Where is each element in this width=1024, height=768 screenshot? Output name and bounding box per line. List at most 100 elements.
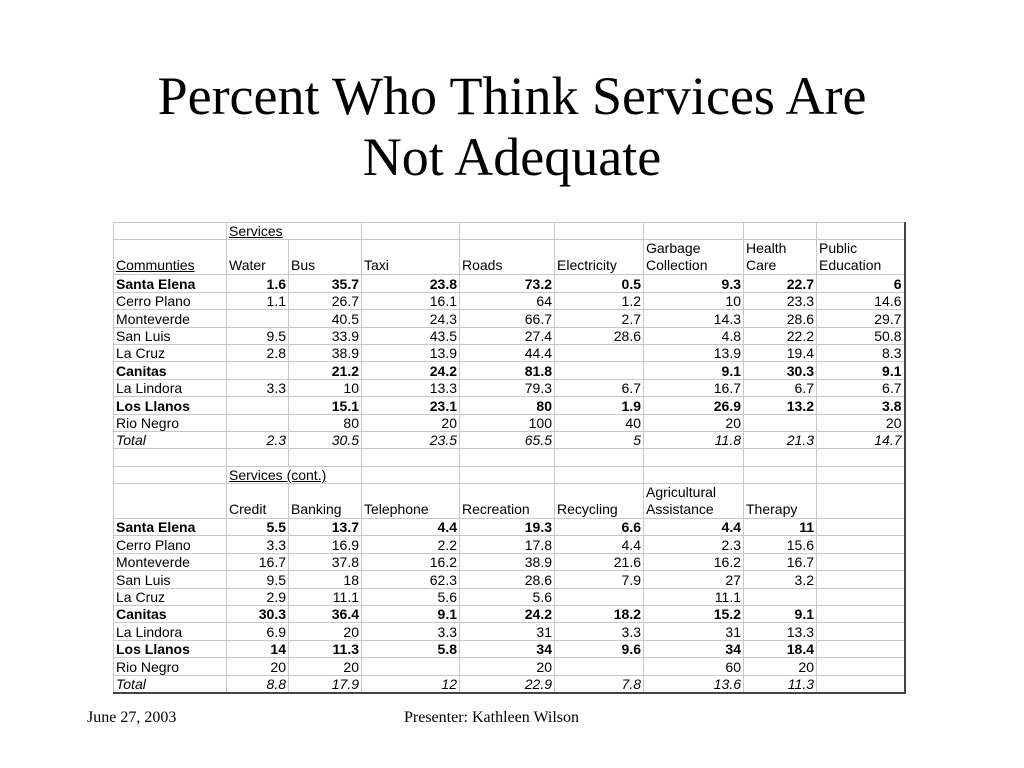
value-cell: 16.1 (361, 291, 460, 311)
value-cell: 22.7 (743, 274, 817, 293)
community-row: Cerro Plano 1.1 26.7 16.1 64 1.2 10 23.3 14.6 (113, 291, 905, 311)
community-name: La Cruz (113, 343, 227, 363)
slide-title: Percent Who Think Services Are Not Adequ… (0, 66, 1024, 188)
value-cell: 18.2 (554, 605, 644, 624)
community-row: Los Llanos 15.1 23.1 80 1.9 26.9 13.2 3.8 (113, 396, 905, 415)
value-cell: 1.6 (226, 274, 289, 293)
value-cell: 14 (226, 639, 289, 659)
value-cell: 24.3 (361, 309, 460, 328)
value-cell: 2.7 (554, 309, 644, 328)
value-cell: 13.9 (361, 343, 460, 363)
value-cell: 23.3 (743, 291, 817, 311)
value-cell: 37.8 (288, 552, 362, 572)
community-row: Rio Negro 20 20 20 60 20 (113, 657, 905, 676)
community-row: Santa Elena 1.6 35.7 23.8 73.2 0.5 9.3 22.7 6 (113, 274, 905, 293)
total-row: Total 2.3 30.5 23.5 65.5 5 11.8 21.3 14.7 (113, 430, 905, 450)
column-header: Therapy (743, 483, 817, 520)
value-cell (226, 396, 289, 415)
value-cell: 18 (288, 570, 362, 589)
column-header-text: Banking (291, 501, 342, 518)
community-name: Canitas (113, 361, 227, 380)
value-cell: 38.9 (288, 343, 362, 363)
community-name: Monteverde (113, 552, 227, 572)
value-cell: 13.6 (643, 674, 744, 694)
value-cell: 24.2 (459, 605, 555, 624)
value-cell (816, 518, 905, 537)
value-cell: 81.8 (459, 361, 555, 380)
value-cell: 4.8 (643, 326, 744, 345)
value-cell: 16.2 (361, 552, 460, 572)
value-cell: 17.9 (288, 674, 362, 694)
value-cell: 1.1 (226, 291, 289, 311)
value-cell: 40.5 (288, 309, 362, 328)
value-cell: 3.3 (361, 622, 460, 641)
community-name: Santa Elena (113, 518, 227, 537)
community-row: Santa Elena 5.5 13.7 4.4 19.3 6.6 4.4 11 (113, 518, 905, 537)
empty-cell (226, 448, 289, 467)
value-cell: 79.3 (459, 378, 555, 398)
value-cell: 20 (226, 657, 289, 676)
value-cell: 17.8 (459, 535, 555, 554)
value-cell: 35.7 (288, 274, 362, 293)
value-cell: 20 (288, 622, 362, 641)
value-cell (554, 587, 644, 607)
group-label-row: Services (cont.) (113, 465, 905, 485)
value-cell: 64 (459, 291, 555, 311)
column-header: Water (226, 239, 289, 276)
group-label: Services (226, 221, 362, 241)
value-cell: 21.6 (554, 552, 644, 572)
empty-cell (361, 465, 460, 485)
column-header-text: Recycling (557, 501, 618, 518)
value-cell: 13.3 (743, 622, 817, 641)
value-cell: 9.1 (816, 361, 905, 380)
value-cell: 18.4 (743, 639, 817, 659)
value-cell: 5.5 (226, 518, 289, 537)
value-cell (816, 639, 905, 659)
row-header-label: Communties (113, 239, 227, 276)
value-cell (554, 657, 644, 676)
empty-cell (459, 448, 555, 467)
value-cell: 3.2 (743, 570, 817, 589)
value-cell: 23.8 (361, 274, 460, 293)
column-header: Roads (459, 239, 555, 276)
value-cell: 66.7 (459, 309, 555, 328)
value-cell (816, 657, 905, 676)
value-cell: 15.1 (288, 396, 362, 415)
value-cell (816, 587, 905, 607)
value-cell: 15.6 (743, 535, 817, 554)
value-cell: 13.3 (361, 378, 460, 398)
empty-cell (113, 465, 227, 485)
column-header: Garbage Collection (643, 239, 744, 276)
column-header-text: Taxi (364, 257, 389, 274)
value-cell: 73.2 (459, 274, 555, 293)
value-cell: 30.3 (226, 605, 289, 624)
value-cell: 20 (288, 657, 362, 676)
value-cell: 80 (459, 396, 555, 415)
value-cell: 13.7 (288, 518, 362, 537)
value-cell: 22.2 (743, 326, 817, 345)
community-row: La Lindora 3.3 10 13.3 79.3 6.7 16.7 6.7 6.7 (113, 378, 905, 398)
value-cell: 27.4 (459, 326, 555, 345)
value-cell: 19.3 (459, 518, 555, 537)
value-cell: 11.1 (288, 587, 362, 607)
empty-cell (554, 465, 644, 485)
value-cell: 11.3 (743, 674, 817, 694)
total-row: Total 8.8 17.9 12 22.9 7.8 13.6 11.3 (113, 674, 905, 694)
value-cell: 80 (288, 413, 362, 432)
column-header-text: Bus (291, 257, 316, 274)
column-header: Bus (288, 239, 362, 276)
value-cell (226, 309, 289, 328)
value-cell (816, 570, 905, 589)
value-cell: 10 (643, 291, 744, 311)
value-cell: 9.1 (643, 361, 744, 380)
value-cell: 5 (554, 430, 644, 450)
value-cell: 10 (288, 378, 362, 398)
value-cell: 33.9 (288, 326, 362, 345)
column-header-text: Electricity (557, 257, 617, 274)
value-cell: 2.8 (226, 343, 289, 363)
column-header: Credit (226, 483, 289, 520)
value-cell: 24.2 (361, 361, 460, 380)
empty-cell (743, 465, 817, 485)
column-header: Banking (288, 483, 362, 520)
value-cell: 22.9 (459, 674, 555, 694)
